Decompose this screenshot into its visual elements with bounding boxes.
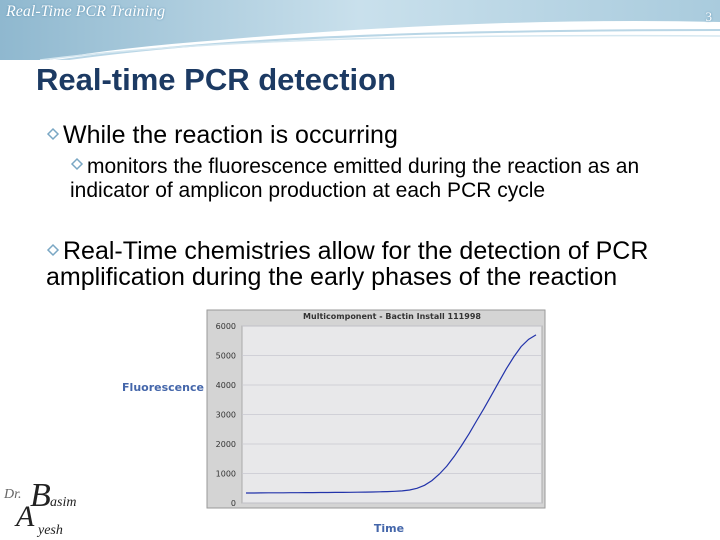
data-line xyxy=(246,334,537,494)
x-axis-label: Time xyxy=(374,522,404,535)
logo-text: yesh xyxy=(36,523,63,538)
logo: Dr. B asim A yesh xyxy=(3,477,76,538)
bullet-marker xyxy=(70,157,84,171)
y-tick-label: 3000 xyxy=(216,411,236,420)
y-tick-label: 2000 xyxy=(216,440,236,449)
bullet: Real-Time chemistries allow for the dete… xyxy=(46,238,676,290)
y-tick-label: 4000 xyxy=(216,381,236,390)
y-tick-label: 5000 xyxy=(216,352,236,361)
logo-text: asim xyxy=(50,495,76,510)
chart-title: Multicomponent - Bactin Install 111998 xyxy=(303,312,481,321)
bullet-text: Real-Time chemistries allow for the dete… xyxy=(46,237,649,291)
logo-text: Dr. xyxy=(3,487,22,502)
slide-title: Real-time PCR detection xyxy=(36,62,397,97)
bullet: While the reaction is occurring xyxy=(46,122,398,148)
slide-number: 3 xyxy=(705,9,713,24)
bullet-text: monitors the fluorescence emitted during… xyxy=(70,155,640,202)
y-axis-label: Fluorescence xyxy=(122,381,204,394)
bullet-marker xyxy=(46,243,60,257)
logo-text: A xyxy=(14,500,35,533)
bullet-text: While the reaction is occurring xyxy=(63,121,398,149)
logo-text: B xyxy=(30,477,51,514)
header-text: Real-Time PCR Training xyxy=(6,3,166,20)
header-band xyxy=(0,0,720,60)
y-tick-label: 1000 xyxy=(216,470,236,479)
sub-bullet: monitors the fluorescence emitted during… xyxy=(70,155,670,203)
bullet-marker xyxy=(46,127,60,141)
y-tick-label: 0 xyxy=(231,499,236,508)
y-tick-label: 6000 xyxy=(216,322,236,331)
